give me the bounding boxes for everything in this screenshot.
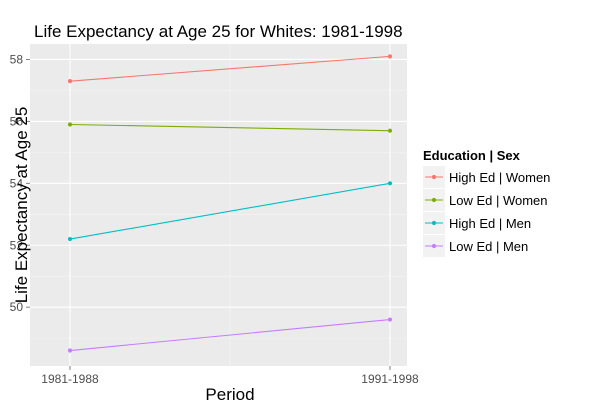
plot-panel <box>30 44 407 366</box>
data-point <box>67 236 73 242</box>
series-line <box>69 319 391 352</box>
x-axis-title: Period <box>205 385 254 404</box>
major-gridlines <box>30 44 407 366</box>
legend-key-point <box>431 174 437 180</box>
y-tick-label: 50 <box>10 300 24 314</box>
legend-label: High Ed | Women <box>449 170 550 185</box>
minor-gridlines <box>30 44 407 366</box>
data-point <box>387 181 393 186</box>
series-line <box>69 55 391 82</box>
series-line <box>69 123 391 132</box>
chart-title: Life Expectancy at Age 25 for Whites: 19… <box>34 22 403 41</box>
legend-label: High Ed | Men <box>449 216 531 231</box>
legend-key-point <box>431 220 437 226</box>
legend-key-point <box>431 197 437 203</box>
y-tick-label: 52 <box>10 238 24 252</box>
y-axis-title: Life Expectancy at Age 25 <box>12 107 31 304</box>
x-tick-label: 1981-1988 <box>41 372 99 386</box>
x-axis: 1981-1988 1991-1998 <box>41 366 419 386</box>
data-point <box>387 128 393 133</box>
y-axis: 50 52 54 56 58 <box>10 52 30 314</box>
data-point <box>67 348 73 353</box>
data-point <box>387 54 393 59</box>
y-tick-label: 54 <box>10 176 24 190</box>
legend-label: Low Ed | Men <box>449 239 528 254</box>
data-point <box>387 317 393 322</box>
x-tick-label: 1991-1998 <box>361 372 419 386</box>
data-point <box>67 79 73 84</box>
series-lines <box>69 55 391 352</box>
y-tick-label: 58 <box>10 52 24 66</box>
data-point <box>67 122 73 127</box>
series-points <box>67 54 393 353</box>
y-tick-label: 56 <box>10 114 24 128</box>
legend: Education | Sex High Ed | Women Low Ed | … <box>423 148 550 257</box>
legend-key-point <box>431 243 437 249</box>
legend-title: Education | Sex <box>423 148 521 163</box>
legend-label: Low Ed | Women <box>449 193 548 208</box>
series-line <box>69 182 391 240</box>
